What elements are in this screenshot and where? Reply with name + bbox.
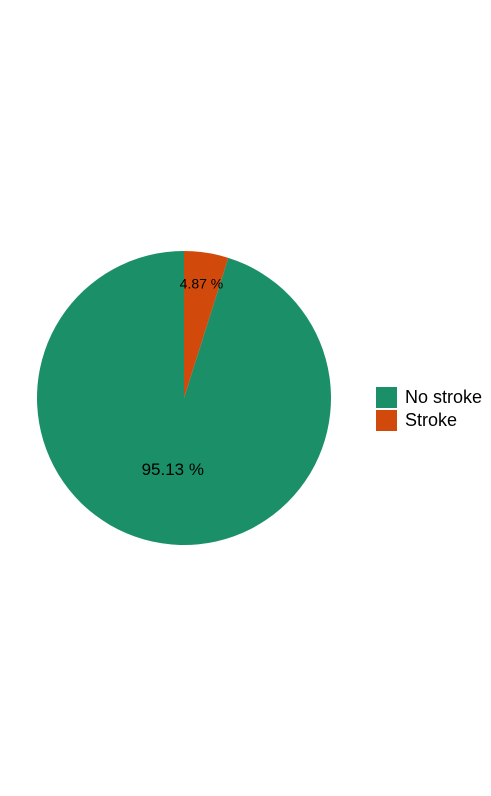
legend: No stroke Stroke	[376, 386, 482, 432]
pie-label-no-stroke: 95.13 %	[142, 460, 204, 479]
legend-label-stroke: Stroke	[405, 410, 458, 430]
legend-swatch-no-stroke	[376, 387, 397, 408]
legend-item-stroke: Stroke	[376, 409, 482, 432]
legend-label-no-stroke: No stroke	[405, 387, 483, 407]
pie-slice-no-stroke	[37, 251, 332, 546]
pie-label-stroke: 4.87 %	[180, 275, 224, 291]
legend-item-no-stroke: No stroke	[376, 386, 482, 409]
pie-labels: 95.13 % 4.87 %	[142, 275, 224, 479]
legend-swatch-stroke	[376, 410, 397, 431]
pie-slice-stroke	[184, 251, 229, 398]
pie-slices	[37, 251, 332, 546]
